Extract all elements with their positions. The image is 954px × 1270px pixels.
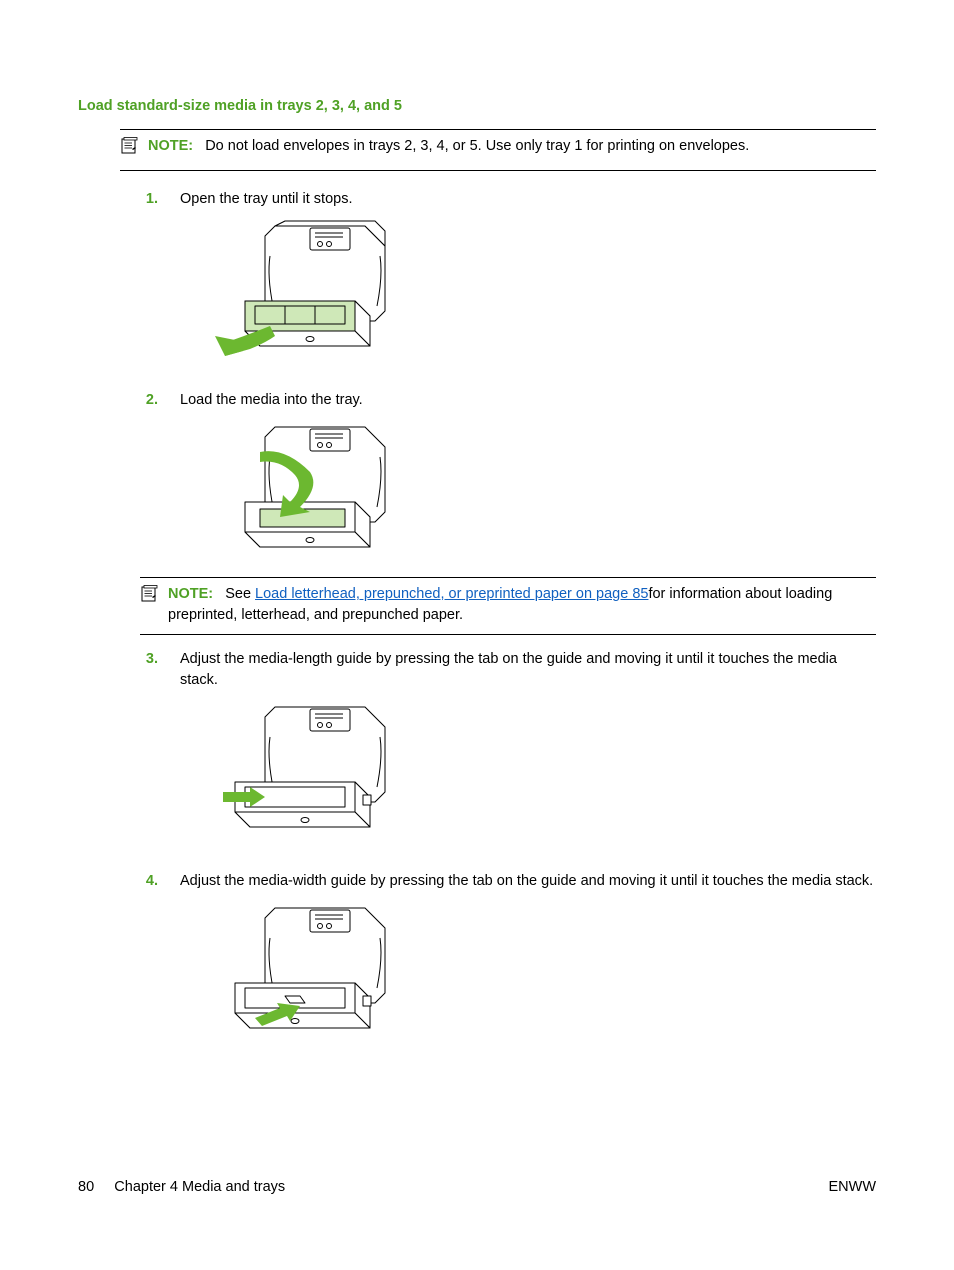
section-title: Load standard-size media in trays 2, 3, … bbox=[78, 96, 876, 117]
steps-list: 1. Open the tray until it stops. bbox=[140, 189, 876, 1058]
printer-illustration-4 bbox=[215, 898, 405, 1048]
footer-right: ENWW bbox=[828, 1177, 876, 1198]
note-icon bbox=[120, 137, 138, 162]
note-mid: NOTE: See Load letterhead, prepunched, o… bbox=[140, 577, 876, 635]
note-label: NOTE: bbox=[148, 138, 193, 154]
chapter-title: Chapter 4 Media and trays bbox=[114, 1179, 285, 1195]
step-text: Load the media into the tray. bbox=[180, 390, 876, 411]
step-number: 1. bbox=[140, 189, 158, 210]
step-text: Adjust the media-length guide by pressin… bbox=[180, 649, 876, 691]
printer-illustration-3 bbox=[215, 697, 405, 847]
note-text: Do not load envelopes in trays 2, 3, 4, … bbox=[205, 138, 749, 154]
page-number: 80 bbox=[78, 1179, 94, 1195]
note-label: NOTE: bbox=[168, 586, 213, 602]
step-number: 2. bbox=[140, 390, 158, 411]
step-text: Adjust the media-width guide by pressing… bbox=[180, 871, 876, 892]
printer-illustration-1 bbox=[215, 216, 405, 366]
note-pre: See bbox=[225, 586, 255, 602]
step-text: Open the tray until it stops. bbox=[180, 189, 876, 210]
step-number: 3. bbox=[140, 649, 158, 670]
note-top: NOTE: Do not load envelopes in trays 2, … bbox=[120, 129, 876, 171]
note-icon bbox=[140, 585, 158, 610]
page-footer: 80 Chapter 4 Media and trays ENWW bbox=[78, 1177, 876, 1198]
printer-illustration-2 bbox=[215, 417, 405, 567]
step-2: 2. Load the media into the tray. bbox=[140, 390, 876, 635]
note-link[interactable]: Load letterhead, prepunched, or preprint… bbox=[255, 586, 648, 602]
step-3: 3. Adjust the media-length guide by pres… bbox=[140, 649, 876, 857]
step-number: 4. bbox=[140, 871, 158, 892]
step-4: 4. Adjust the media-width guide by press… bbox=[140, 871, 876, 1058]
step-1: 1. Open the tray until it stops. bbox=[140, 189, 876, 376]
